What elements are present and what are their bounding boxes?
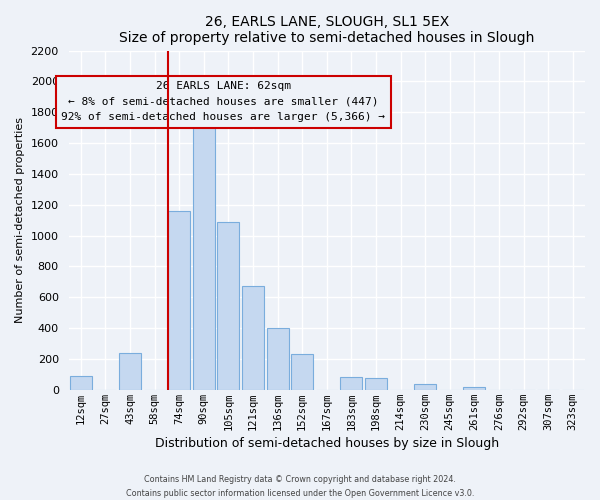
Bar xyxy=(119,353,141,390)
Text: Contains HM Land Registry data © Crown copyright and database right 2024.
Contai: Contains HM Land Registry data © Crown c… xyxy=(126,476,474,498)
Bar xyxy=(70,376,92,390)
Bar xyxy=(414,384,436,390)
Bar xyxy=(217,222,239,390)
Bar xyxy=(242,286,264,390)
Bar xyxy=(463,386,485,390)
Title: 26, EARLS LANE, SLOUGH, SL1 5EX
Size of property relative to semi-detached house: 26, EARLS LANE, SLOUGH, SL1 5EX Size of … xyxy=(119,15,535,45)
X-axis label: Distribution of semi-detached houses by size in Slough: Distribution of semi-detached houses by … xyxy=(155,437,499,450)
Bar xyxy=(291,354,313,390)
Bar xyxy=(266,328,289,390)
Bar xyxy=(193,120,215,390)
Bar xyxy=(168,211,190,390)
Y-axis label: Number of semi-detached properties: Number of semi-detached properties xyxy=(15,117,25,323)
Text: 26 EARLS LANE: 62sqm
← 8% of semi-detached houses are smaller (447)
92% of semi-: 26 EARLS LANE: 62sqm ← 8% of semi-detach… xyxy=(61,81,385,122)
Bar xyxy=(340,376,362,390)
Bar xyxy=(365,378,387,390)
